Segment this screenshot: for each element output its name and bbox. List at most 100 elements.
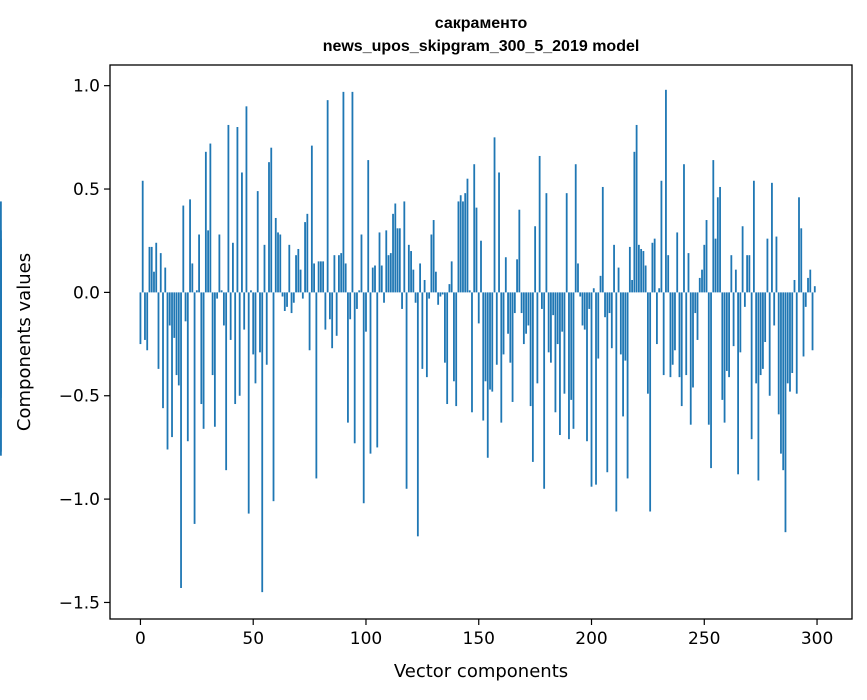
bar	[378, 232, 381, 293]
bar	[281, 292, 284, 297]
bar	[150, 246, 153, 293]
bar	[453, 292, 455, 382]
bar	[518, 209, 521, 293]
bar	[175, 292, 178, 376]
bar	[563, 292, 566, 394]
bar	[637, 244, 640, 293]
bar	[247, 292, 250, 514]
bar	[775, 236, 778, 293]
bar	[347, 292, 349, 423]
bar	[755, 292, 758, 384]
bar	[502, 292, 505, 355]
bar	[295, 255, 297, 293]
bar	[367, 160, 370, 293]
bar	[626, 292, 629, 479]
bar	[198, 234, 200, 293]
bar	[473, 164, 476, 293]
bar	[730, 255, 733, 293]
bar	[331, 292, 334, 349]
bar	[762, 292, 764, 369]
bar	[308, 292, 311, 351]
bar	[568, 292, 570, 440]
bar	[719, 186, 721, 293]
bar	[412, 269, 415, 293]
bar	[315, 292, 318, 479]
bar	[583, 292, 586, 330]
bar	[759, 292, 762, 376]
bar	[340, 253, 343, 293]
bar	[617, 267, 620, 293]
bar	[811, 292, 814, 351]
bar	[324, 292, 327, 330]
bar	[213, 292, 216, 427]
y-tick-label: −1.5	[59, 593, 100, 613]
y-tick-label: −0.5	[59, 387, 100, 407]
bar	[701, 269, 703, 293]
bar	[356, 292, 358, 309]
bar	[455, 292, 458, 407]
bar	[164, 267, 167, 293]
bar	[498, 172, 500, 293]
bar	[678, 292, 681, 378]
bar	[261, 292, 264, 593]
bar	[694, 292, 697, 314]
bar	[786, 292, 789, 384]
bar	[597, 292, 600, 359]
bar	[613, 244, 615, 293]
bar	[448, 284, 451, 293]
bar	[658, 288, 661, 293]
bar	[439, 292, 442, 297]
bar	[538, 155, 541, 293]
bar	[660, 180, 663, 293]
bar	[216, 292, 219, 299]
bar	[288, 244, 291, 293]
bar	[141, 180, 144, 293]
bar	[696, 292, 699, 340]
bar	[653, 238, 656, 293]
bar	[146, 292, 149, 351]
bar	[728, 292, 730, 378]
bar	[656, 292, 658, 345]
bar	[522, 292, 525, 345]
bar	[710, 292, 712, 469]
bar	[565, 193, 568, 293]
bar	[362, 292, 365, 504]
x-tick-label: 150	[463, 629, 495, 649]
bar	[313, 263, 315, 293]
bar	[550, 292, 552, 363]
bar	[716, 197, 719, 293]
bar	[180, 292, 182, 588]
bar	[155, 242, 158, 293]
bar	[504, 257, 507, 293]
bar	[809, 269, 812, 293]
bar	[579, 292, 582, 297]
bar	[421, 292, 424, 369]
bar	[376, 292, 379, 448]
bar	[430, 234, 433, 293]
bar	[782, 292, 785, 471]
bar	[0, 230, 2, 293]
bar	[748, 255, 751, 293]
bar	[173, 292, 176, 338]
bar	[486, 292, 489, 458]
bar	[685, 292, 688, 376]
bar	[610, 292, 613, 349]
bar	[328, 292, 331, 320]
bar	[301, 292, 304, 299]
bar	[559, 292, 561, 436]
bar	[592, 288, 595, 293]
bar	[389, 253, 392, 293]
bar	[232, 242, 234, 293]
bar	[800, 228, 803, 293]
bar	[297, 248, 300, 293]
bar	[220, 290, 223, 293]
x-tick-label: 250	[688, 629, 720, 649]
bar	[250, 290, 252, 293]
bar	[732, 292, 735, 347]
bar	[358, 290, 361, 293]
bar	[437, 292, 440, 305]
bar	[218, 234, 221, 293]
bar	[462, 201, 464, 293]
x-tick-label: 300	[801, 629, 833, 649]
